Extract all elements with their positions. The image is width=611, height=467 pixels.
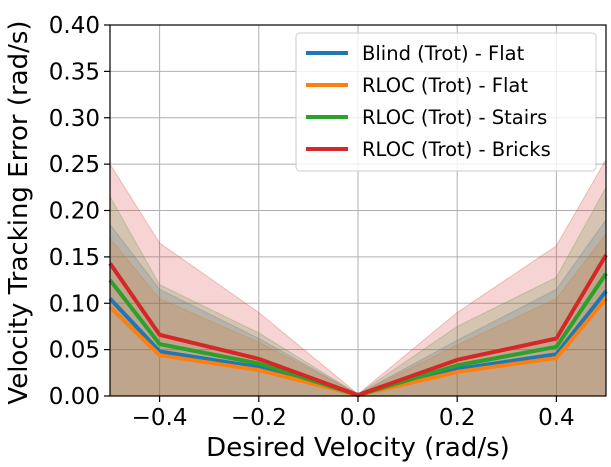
y-tick-label-0: 0.00 xyxy=(49,384,100,410)
legend-label-2: RLOC (Trot) - Stairs xyxy=(362,106,547,129)
x-tick-label-1: −0.2 xyxy=(231,405,287,431)
x-axis-label: Desired Velocity (rad/s) xyxy=(206,433,510,463)
y-tick-label-1: 0.05 xyxy=(49,338,100,364)
x-tick-label-3: 0.2 xyxy=(439,405,476,431)
x-tick-label-0: −0.4 xyxy=(132,405,188,431)
axes xyxy=(104,24,607,402)
y-tick-label-2: 0.10 xyxy=(49,291,100,317)
y-tick-label-6: 0.30 xyxy=(49,106,100,132)
legend-label-0: Blind (Trot) - Flat xyxy=(362,42,525,65)
legend-label-1: RLOC (Trot) - Flat xyxy=(362,74,528,97)
series-line-3 xyxy=(108,253,608,398)
x-tick-label-2: 0.0 xyxy=(340,405,377,431)
series-lines xyxy=(108,253,608,398)
legend: Blind (Trot) - Flat RLOC (Trot) - Flat RLO… xyxy=(295,32,597,172)
y-axis-label: Velocity Tracking Error (rad/s) xyxy=(4,20,34,404)
legend-label-3: RLOC (Trot) - Bricks xyxy=(362,138,551,161)
y-tick-label-7: 0.35 xyxy=(49,59,100,85)
legend-box xyxy=(295,32,597,172)
y-tick-label-3: 0.15 xyxy=(49,245,100,271)
tick-labels: −0.4 −0.2 0.0 0.2 0.4 0.00 0.05 0.10 0.15 0.20 0.2… xyxy=(49,13,575,431)
y-tick-label-4: 0.20 xyxy=(49,199,100,225)
x-tick-label-4: 0.4 xyxy=(538,405,575,431)
y-tick-label-5: 0.25 xyxy=(49,152,100,178)
y-tick-label-8: 0.40 xyxy=(49,13,100,39)
